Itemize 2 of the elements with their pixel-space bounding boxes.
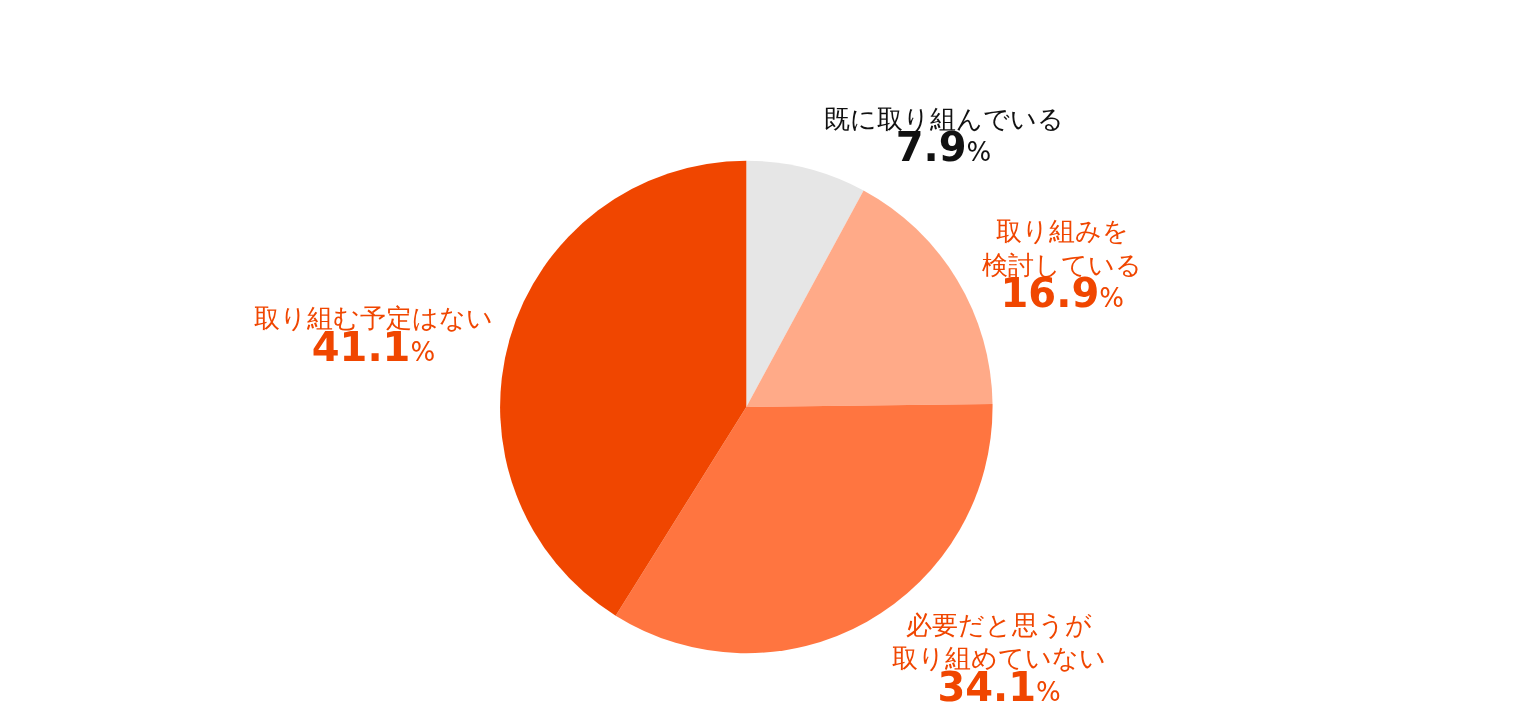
pie-slice — [746, 160, 864, 407]
pie-slice — [500, 160, 747, 616]
